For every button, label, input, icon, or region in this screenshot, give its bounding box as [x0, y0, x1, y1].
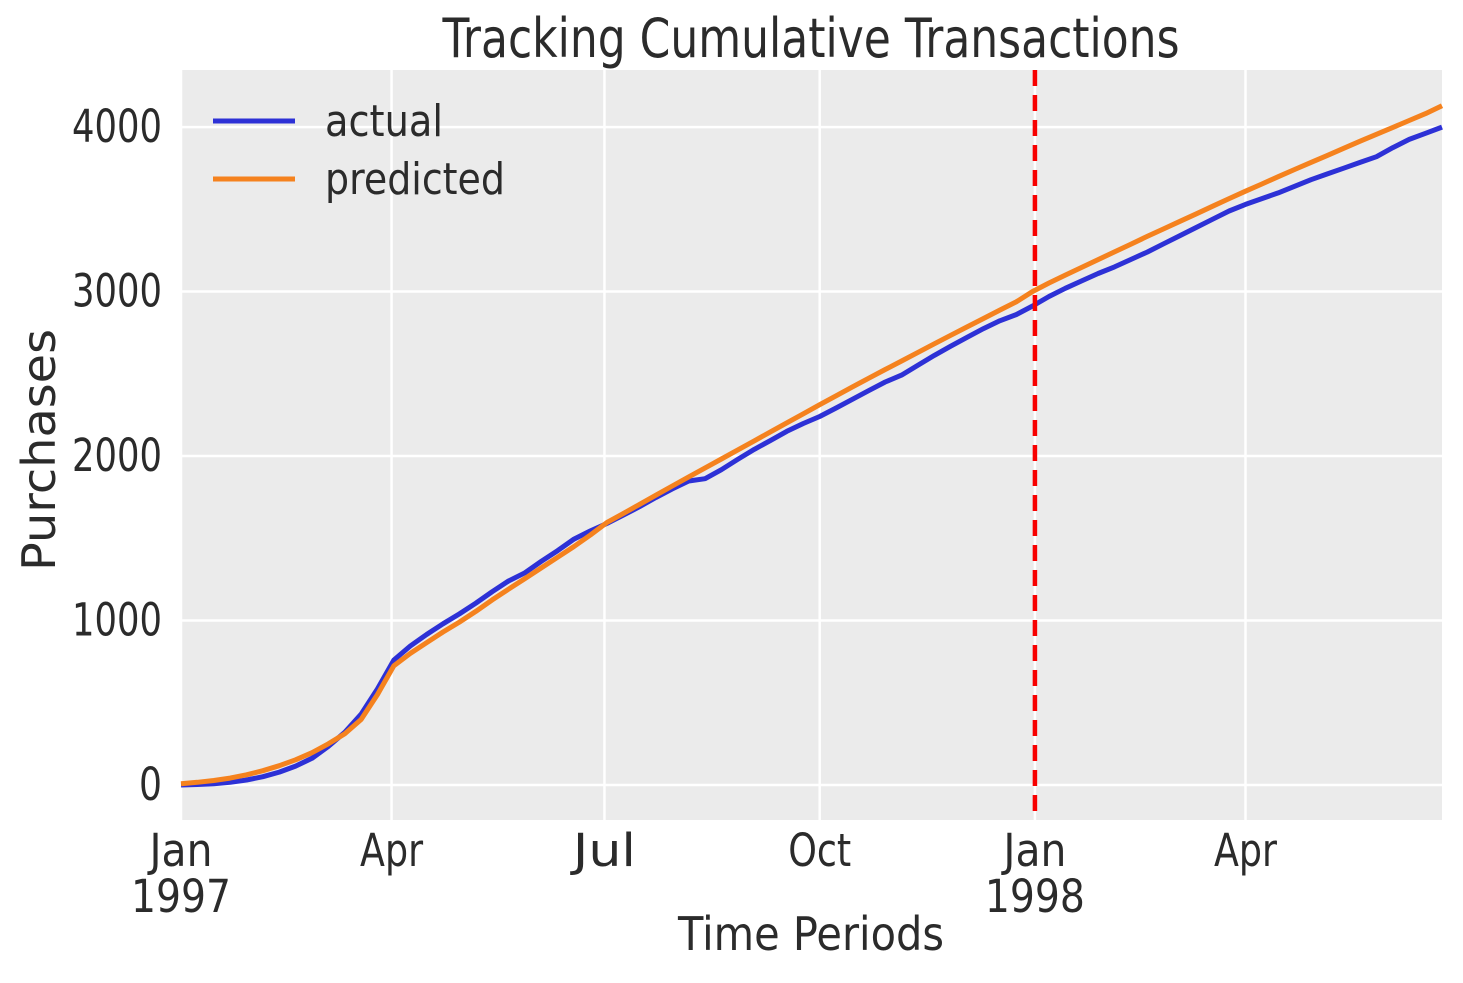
x-tick-label: Jan: [147, 824, 213, 877]
y-tick-label: 0: [139, 758, 162, 811]
chart-title: Tracking Cumulative Transactions: [442, 7, 1180, 70]
series-layer: [180, 70, 1444, 820]
x-tick-year-label: 1997: [131, 870, 231, 923]
x-tick-label: Oct: [788, 824, 851, 877]
x-tick-label: Apr: [360, 824, 423, 877]
actual-line: [180, 124, 1443, 788]
legend: actual predicted: [213, 96, 505, 205]
x-axis-label: Time Periods: [677, 907, 944, 961]
legend-label-actual: actual: [325, 96, 443, 147]
y-axis-label: Purchases: [12, 329, 66, 571]
legend-label-predicted: predicted: [325, 154, 505, 205]
predicted-line: [180, 103, 1444, 787]
y-tick-label: 3000: [72, 265, 162, 318]
x-tick-label: Apr: [1214, 824, 1277, 877]
y-tick-label: 1000: [72, 593, 162, 646]
x-tick-label: Jul: [569, 824, 635, 877]
grid-layer: [179, 70, 1442, 820]
y-tick-label: 4000: [72, 100, 162, 153]
x-tick-label: Jan: [1001, 824, 1067, 877]
y-tick-label: 2000: [72, 429, 162, 482]
x-tick-year-label: 1998: [985, 870, 1085, 923]
